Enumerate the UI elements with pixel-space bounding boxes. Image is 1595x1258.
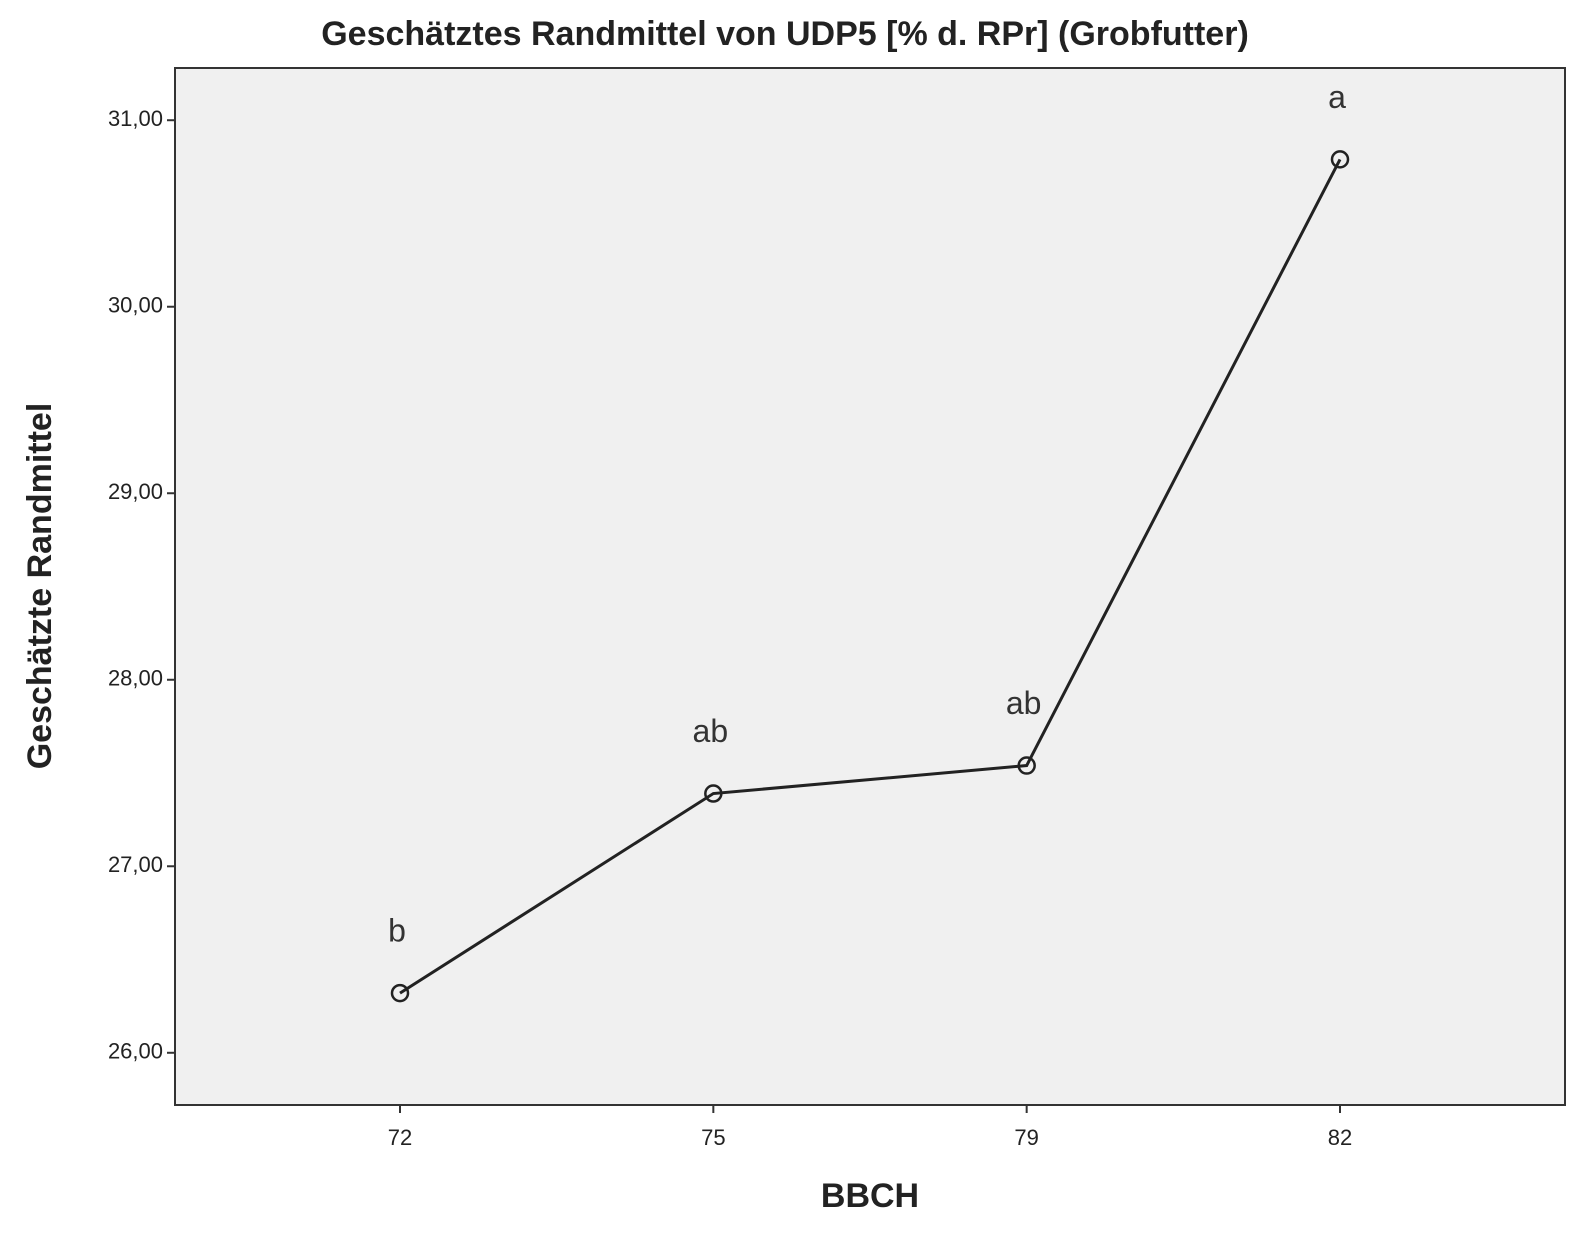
data-point [704, 784, 723, 803]
x-axis-label: BBCH [821, 1177, 919, 1215]
x-tick-label: 82 [1328, 1125, 1352, 1150]
annotation: ab [1006, 685, 1042, 721]
plot-area [174, 67, 1566, 1106]
y-tick-label: 28,00 [108, 666, 163, 691]
x-tick-label: 75 [701, 1125, 725, 1150]
data-point [1017, 756, 1036, 775]
y-axis-label: Geschätzte Randmittel [21, 403, 59, 770]
y-tick-label: 26,00 [108, 1039, 163, 1064]
y-tick-label: 30,00 [108, 293, 163, 318]
x-tick-label: 79 [1014, 1125, 1038, 1150]
annotation: ab [693, 713, 729, 749]
y-tick-label: 27,00 [108, 852, 163, 877]
x-tick-label: 72 [388, 1125, 412, 1150]
y-tick-label: 29,00 [108, 479, 163, 504]
data-line [399, 158, 1342, 995]
y-tick-label: 31,00 [108, 106, 163, 131]
data-point [1330, 150, 1350, 169]
chart-title: Geschätztes Randmittel von UDP5 [% d. RP… [321, 15, 1249, 53]
data-point [390, 983, 410, 1003]
annotation: b [388, 913, 406, 949]
annotation: a [1328, 79, 1346, 115]
